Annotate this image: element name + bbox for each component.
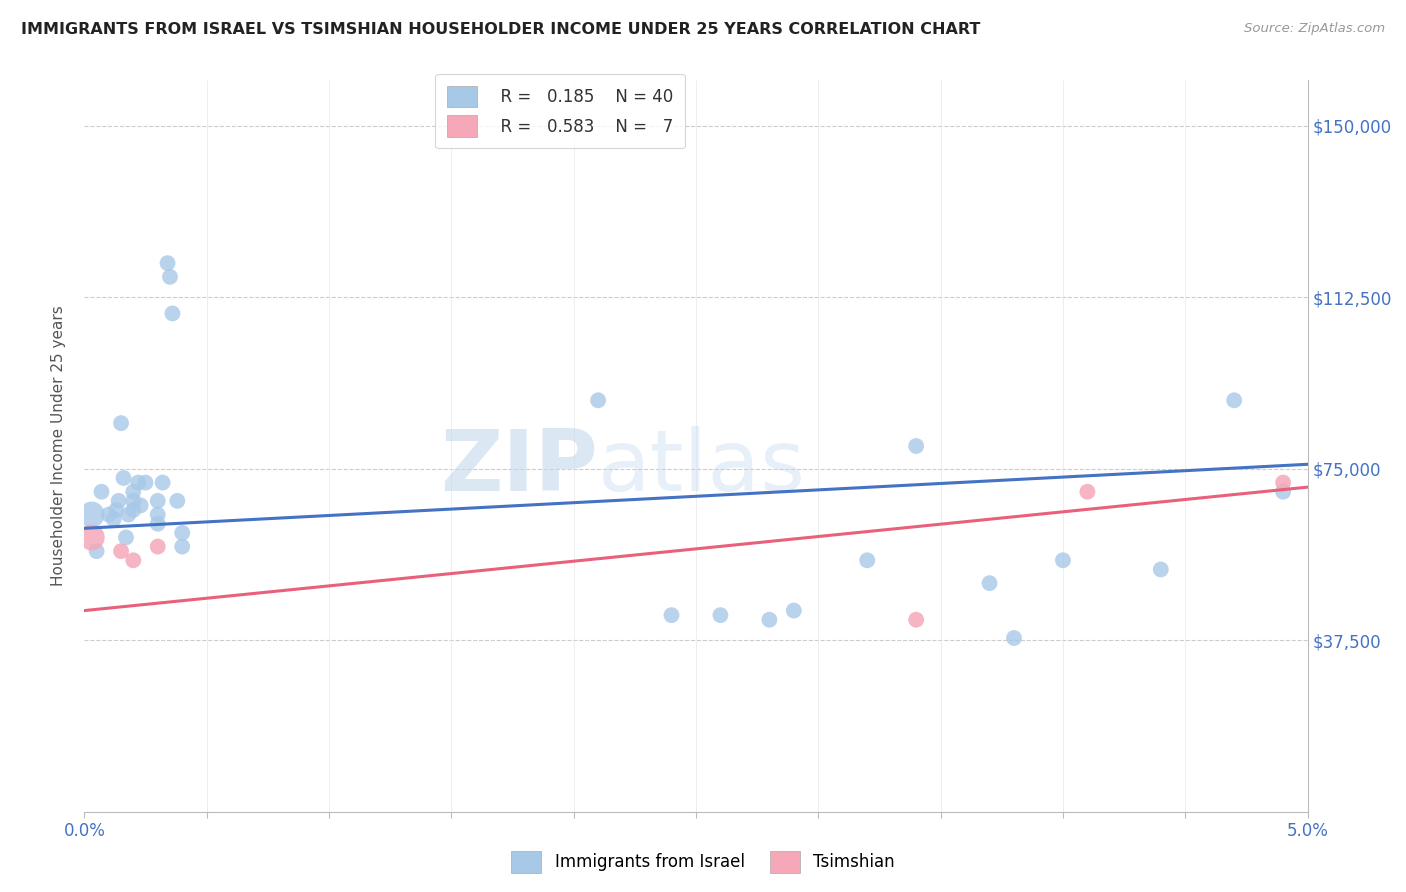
Point	[146, 508, 169, 522]
Point	[135, 475, 157, 490]
Point	[80, 530, 103, 544]
Legend: Immigrants from Israel, Tsimshian: Immigrants from Israel, Tsimshian	[505, 845, 901, 880]
Legend:   R =   0.185    N = 40,   R =   0.583    N =   7: R = 0.185 N = 40, R = 0.583 N = 7	[436, 74, 685, 148]
Point	[162, 306, 184, 320]
Point	[1002, 631, 1025, 645]
Point	[97, 508, 120, 522]
Point	[152, 475, 174, 490]
Y-axis label: Householder Income Under 25 years: Householder Income Under 25 years	[51, 306, 66, 586]
Point	[905, 613, 928, 627]
Point	[107, 493, 129, 508]
Text: ZIP: ZIP	[440, 426, 598, 509]
Point	[1272, 475, 1295, 490]
Point	[979, 576, 1001, 591]
Point	[80, 508, 103, 522]
Point	[1150, 562, 1173, 576]
Point	[156, 256, 179, 270]
Point	[783, 603, 806, 617]
Point	[129, 499, 152, 513]
Text: Source: ZipAtlas.com: Source: ZipAtlas.com	[1244, 22, 1385, 36]
Text: IMMIGRANTS FROM ISRAEL VS TSIMSHIAN HOUSEHOLDER INCOME UNDER 25 YEARS CORRELATIO: IMMIGRANTS FROM ISRAEL VS TSIMSHIAN HOUS…	[21, 22, 980, 37]
Point	[856, 553, 879, 567]
Point	[159, 269, 181, 284]
Point	[1223, 393, 1246, 408]
Point	[122, 503, 145, 517]
Point	[905, 439, 928, 453]
Point	[1272, 484, 1295, 499]
Point	[758, 613, 780, 627]
Point	[103, 512, 125, 526]
Text: atlas: atlas	[598, 426, 806, 509]
Point	[115, 530, 138, 544]
Point	[1076, 484, 1098, 499]
Point	[586, 393, 609, 408]
Point	[86, 544, 108, 558]
Point	[90, 484, 112, 499]
Point	[112, 471, 135, 485]
Point	[122, 553, 145, 567]
Point	[709, 608, 731, 623]
Point	[122, 493, 145, 508]
Point	[661, 608, 683, 623]
Point	[122, 484, 145, 499]
Point	[117, 508, 139, 522]
Point	[172, 540, 194, 554]
Point	[172, 525, 194, 540]
Point	[110, 416, 132, 430]
Point	[127, 475, 149, 490]
Point	[146, 540, 169, 554]
Point	[110, 544, 132, 558]
Point	[166, 493, 188, 508]
Point	[105, 503, 128, 517]
Point	[1052, 553, 1074, 567]
Point	[146, 516, 169, 531]
Point	[146, 493, 169, 508]
